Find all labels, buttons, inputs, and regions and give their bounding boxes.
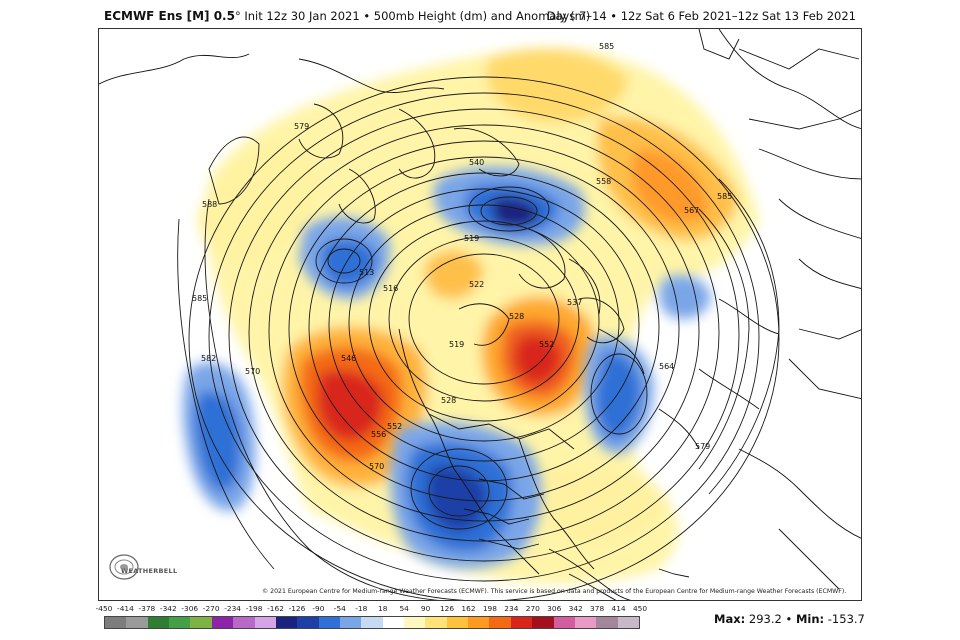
colorbar-tick-label: -18 [355,604,368,613]
contour-label: 528 [441,396,456,405]
colorbar-cell [532,617,554,628]
colorbar-cell [318,617,340,628]
colorbar-tick-label: 306 [547,604,562,613]
colorbar-cell [361,617,383,628]
contour-label: 567 [684,206,699,215]
colorbar-tick-label: -198 [245,604,263,613]
max-label: Max [714,612,741,626]
colorbar-tick-label: -450 [95,604,113,613]
colorbar-tick-label: -270 [202,604,220,613]
colorbar-tick-label: 234 [504,604,519,613]
height-contours [177,76,780,600]
stats-separator: • [785,612,793,626]
colorbar-cell [510,617,533,628]
colorbar-tick-label: 270 [525,604,540,613]
colorbar-cell [489,617,511,628]
contour-label: 556 [371,430,386,439]
weatherbell-logo [109,554,139,580]
colorbar-cell [147,617,170,628]
contour-label: 528 [509,312,524,321]
contour-label: 585 [192,294,207,303]
colorbar-cell [446,617,469,628]
colorbar-cell [233,617,255,628]
colorbar-tick-label: -378 [138,604,156,613]
colorbar-tick-label: -126 [288,604,306,613]
copyright-notice: © 2021 European Centre for Medium-range … [262,588,847,595]
colorbar-tick-label: -234 [224,604,242,613]
colorbar-cell [254,617,276,628]
anomaly-colorbar [104,616,640,629]
init-time: Init 12z 30 Jan 2021 [244,9,360,23]
colorbar-cell [105,617,127,628]
contour-label: 513 [359,268,374,277]
contour-label: 588 [202,200,217,209]
contour-label: 570 [245,367,260,376]
contour-label: 519 [464,234,479,243]
contour-label: 552 [539,340,554,349]
contour-label: 585 [717,192,732,201]
colorbar-cell [617,617,639,628]
colorbar-cell [404,617,426,628]
colorbar-cell [553,617,575,628]
contour-label: 579 [695,442,710,451]
colorbar-cell [211,617,234,628]
colorbar-cell [297,617,319,628]
colorbar-tick-label: -306 [181,604,199,613]
colorbar-cell [169,617,191,628]
colorbar-tick-label: 54 [399,604,409,613]
colorbar-tick-label: 90 [420,604,431,613]
min-value: -153.7 [827,612,865,626]
bullet-sep: • [363,9,371,23]
colorbar-tick-label: 450 [632,604,648,613]
colorbar-cell [596,617,618,628]
contour-label: 564 [659,362,674,371]
colorbar-tick-label: 198 [482,604,497,613]
contour-label: 516 [383,284,398,293]
contour-label: 546 [341,354,356,363]
colorbar-tick-label: -54 [333,604,346,613]
contour-labels: 585 579 588 585 582 570 540 519 516 513 … [192,42,732,471]
contour-label: 585 [599,42,614,51]
colorbar-labels: -450 -414 -378 -342 -306 -270 -234 -198 -162 -126… [96,604,647,615]
colorbar-cell [574,617,597,628]
colorbar-cell [425,617,447,628]
product-name: 500mb Height (dm) and Anomaly (m) [373,9,591,23]
colorbar-tick-label: 162 [461,604,476,613]
contour-label: 519 [449,340,464,349]
logo-text: WEATHERBELL [121,567,178,575]
max-min-readout: Max: 293.2 • Min: -153.7 [714,612,865,626]
valid-period: Days 7–14 • 12z Sat 6 Feb 2021–12z Sat 1… [546,9,856,23]
map-title: ECMWF Ens [M] 0.5° Init 12z 30 Jan 2021 … [104,9,590,23]
colorbar-cell [275,617,298,628]
colorbar-cell [339,617,362,628]
colorbar-cell [382,617,405,628]
colorbar-cell [190,617,212,628]
max-value: 293.2 [748,612,782,626]
colorbar-tick-label: 18 [378,604,388,613]
map-panel[interactable]: 585 579 588 585 582 570 540 519 516 513 … [98,28,862,601]
contour-label: 537 [567,298,582,307]
colorbar-tick-label: 414 [611,604,626,613]
colorbar-cell [468,617,490,628]
colorbar-tick-label: 378 [590,604,605,613]
contour-label: 540 [469,158,484,167]
contour-label: 558 [596,177,611,186]
colorbar-tick-label: -414 [117,604,134,613]
contour-label: 570 [369,462,384,471]
colorbar-cell [126,617,148,628]
contour-label: 552 [387,422,402,431]
contour-label: 522 [469,280,484,289]
colorbar-tick-label: -90 [312,604,325,613]
colorbar-tick-label: 126 [439,604,455,613]
contour-label: 582 [201,354,216,363]
model-name: ECMWF Ens [M] 0.5 [104,9,235,23]
contour-label: 579 [294,122,309,131]
colorbar-tick-label: -162 [267,604,284,613]
colorbar-tick-label: 342 [568,604,583,613]
colorbar-tick-label: -342 [159,604,177,613]
degree-symbol: ° [234,9,241,23]
anomaly-map: 585 579 588 585 582 570 540 519 516 513 … [99,29,861,600]
min-label: Min [795,612,820,626]
